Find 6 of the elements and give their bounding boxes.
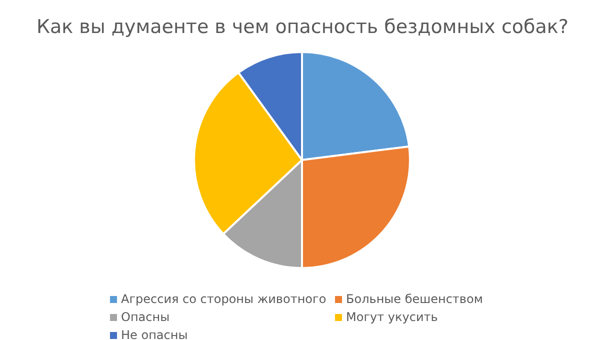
legend-label: Не опасны	[121, 328, 188, 340]
chart-title: Как вы думаенте в чем опасность бездомных собак?	[36, 14, 570, 40]
legend-label: Могут укусить	[346, 310, 438, 324]
legend-label: Больные бешенством	[346, 292, 483, 306]
legend-label: Агрессия со стороны животного	[121, 292, 326, 306]
legend-label: Опасны	[121, 310, 170, 324]
